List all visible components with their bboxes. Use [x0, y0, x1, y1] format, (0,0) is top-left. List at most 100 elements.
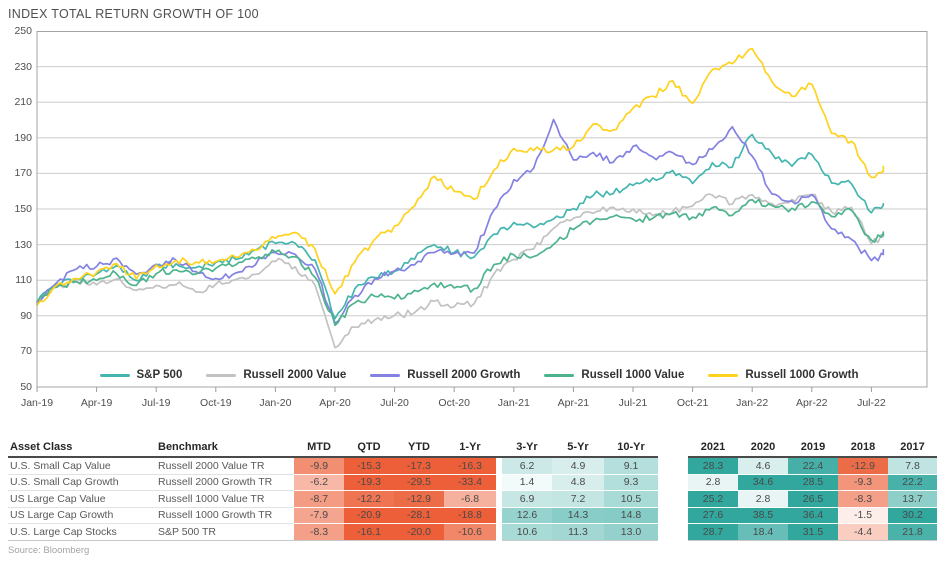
- value-cell: 9.3: [604, 474, 658, 491]
- row-spacer: [658, 458, 688, 475]
- legend-item: Russell 1000 Growth: [708, 369, 858, 381]
- x-axis-label: Apr-20: [319, 397, 351, 409]
- value-cell: -18.8: [444, 507, 496, 524]
- value-cell: 12.6: [502, 507, 552, 524]
- value-cell: -12.2: [344, 491, 394, 508]
- row-spacer: [658, 524, 688, 541]
- value-cell: 21.8: [888, 524, 937, 541]
- y-axis-label: 170: [14, 167, 32, 180]
- series-line-russell-2000-value: [36, 193, 885, 349]
- legend-swatch: [206, 373, 237, 377]
- value-cell: -7.9: [294, 507, 344, 524]
- y-axis-label: 250: [14, 25, 32, 37]
- y-axis-label: 50: [20, 381, 32, 393]
- value-cell: 10.5: [604, 491, 658, 508]
- value-cell: -20.0: [394, 524, 444, 541]
- series-line-russell-2000-growth: [36, 118, 885, 324]
- x-axis-label: Oct-20: [438, 397, 470, 409]
- row-spacer: [496, 507, 502, 524]
- value-cell: -17.3: [394, 458, 444, 475]
- header-10-yr: 10-Yr: [604, 440, 658, 458]
- value-cell: -33.4: [444, 474, 496, 491]
- asset-cell: U.S. Large Cap Stocks: [8, 524, 156, 541]
- x-axis-label: Oct-19: [200, 397, 232, 409]
- series-line-russell-1000-growth: [36, 47, 885, 307]
- value-cell: -15.3: [344, 458, 394, 475]
- value-cell: -12.9: [838, 458, 888, 475]
- value-cell: 10.6: [502, 524, 552, 541]
- value-cell: -29.5: [394, 474, 444, 491]
- chart-legend: S&P 500 Russell 2000 Value Russell 2000 Gr…: [36, 369, 922, 381]
- header-spacer: [658, 440, 688, 458]
- value-cell: -6.2: [294, 474, 344, 491]
- value-cell: 6.2: [502, 458, 552, 475]
- value-cell: 28.3: [688, 458, 738, 475]
- legend-swatch: [708, 373, 739, 377]
- header-3-yr: 3-Yr: [502, 440, 552, 458]
- header-2021: 2021: [688, 440, 738, 458]
- value-cell: -1.5: [838, 507, 888, 524]
- legend-swatch: [370, 373, 401, 377]
- value-cell: 4.8: [552, 474, 604, 491]
- value-cell: -10.6: [444, 524, 496, 541]
- x-axis-label: Jul-21: [618, 397, 648, 409]
- y-axis-label: 210: [14, 96, 32, 109]
- series-line-russell-1000-value: [36, 198, 885, 327]
- source-note: Source: Bloomberg: [8, 545, 90, 556]
- value-cell: 13.7: [888, 491, 937, 508]
- value-cell: 7.8: [888, 458, 937, 475]
- value-cell: 36.4: [788, 507, 838, 524]
- value-cell: -6.8: [444, 491, 496, 508]
- x-axis-label: Jan-22: [736, 397, 769, 409]
- row-spacer: [496, 458, 502, 475]
- series-line-s-p-500: [36, 133, 885, 320]
- row-spacer: [658, 491, 688, 508]
- asset-cell: US Large Cap Value: [8, 491, 156, 508]
- benchmark-cell: Russell 2000 Value TR: [156, 458, 294, 475]
- value-cell: 26.5: [788, 491, 838, 508]
- value-cell: -8.3: [294, 524, 344, 541]
- header-5-yr: 5-Yr: [552, 440, 604, 458]
- benchmark-cell: S&P 500 TR: [156, 524, 294, 541]
- value-cell: 14.8: [604, 507, 658, 524]
- y-axis-label: 70: [20, 345, 32, 358]
- value-cell: 14.3: [552, 507, 604, 524]
- x-axis-label: Apr-19: [80, 397, 113, 409]
- legend-label: Russell 1000 Growth: [745, 369, 859, 381]
- value-cell: -19.3: [344, 474, 394, 491]
- value-cell: 28.5: [788, 474, 838, 491]
- row-spacer: [658, 507, 688, 524]
- value-cell: -8.7: [294, 491, 344, 508]
- value-cell: -8.3: [838, 491, 888, 508]
- legend-item: S&P 500: [99, 369, 182, 381]
- value-cell: 6.9: [502, 491, 552, 508]
- row-spacer: [496, 474, 502, 491]
- value-cell: 34.6: [738, 474, 788, 491]
- value-cell: 22.2: [888, 474, 937, 491]
- row-spacer: [496, 524, 502, 541]
- header-2018: 2018: [838, 440, 888, 458]
- row-spacer: [496, 491, 502, 508]
- asset-cell: U.S. Small Cap Growth: [8, 475, 156, 491]
- value-cell: 7.2: [552, 491, 604, 508]
- y-axis-label: 110: [15, 274, 32, 287]
- y-axis-label: 90: [20, 309, 32, 322]
- header-spacer: [496, 440, 502, 458]
- value-cell: 4.9: [552, 458, 604, 475]
- value-cell: -9.9: [294, 458, 344, 475]
- asset-cell: U.S. Small Cap Value: [8, 458, 156, 475]
- value-cell: 25.2: [688, 491, 738, 508]
- value-cell: -12.9: [394, 491, 444, 508]
- performance-table: Asset Class Benchmark MTD QTD YTD 1-Yr 3-Yr 5-Y…: [8, 440, 937, 541]
- header-asset-class: Asset Class: [8, 440, 156, 458]
- value-cell: 4.6: [738, 458, 788, 475]
- benchmark-cell: Russell 1000 Value TR: [156, 491, 294, 508]
- value-cell: 9.1: [604, 458, 658, 475]
- value-cell: 22.4: [788, 458, 838, 475]
- value-cell: -16.3: [444, 458, 496, 475]
- value-cell: -4.4: [838, 524, 888, 541]
- x-axis-label: Oct-21: [676, 397, 709, 409]
- x-axis-label: Apr-21: [557, 397, 590, 409]
- header-2019: 2019: [788, 440, 838, 458]
- value-cell: 2.8: [738, 491, 788, 508]
